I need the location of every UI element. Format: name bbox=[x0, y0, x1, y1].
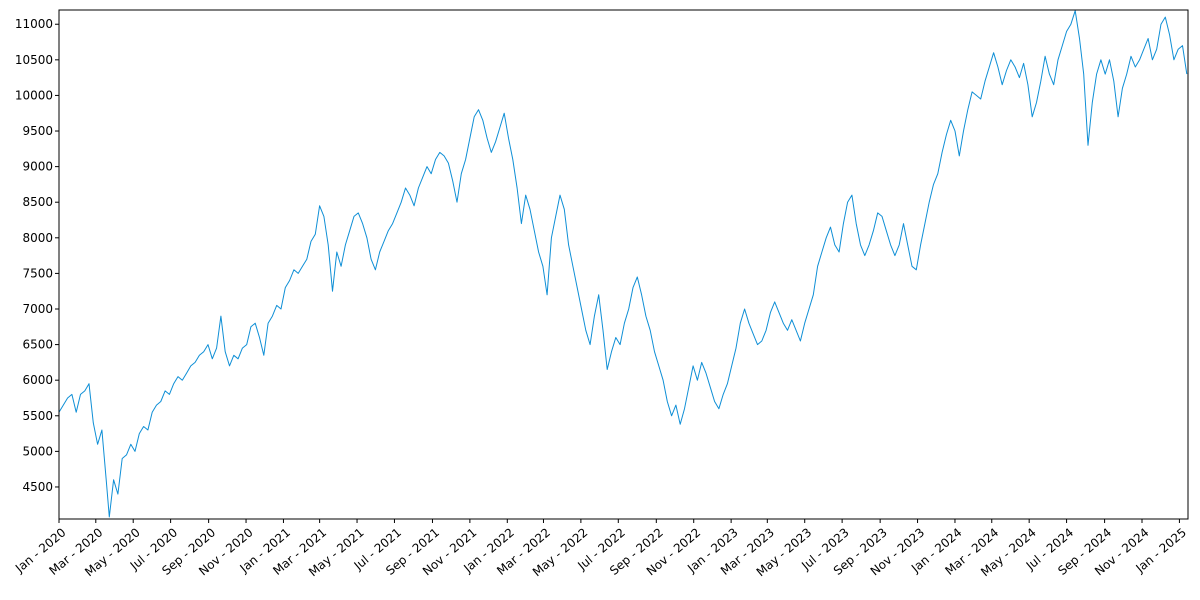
y-tick-label: 5500 bbox=[22, 409, 53, 423]
y-tick-label: 10500 bbox=[15, 53, 53, 67]
y-tick-label: 7500 bbox=[22, 266, 53, 280]
y-tick-label: 7000 bbox=[22, 302, 53, 316]
plot-area bbox=[58, 10, 1188, 518]
plot-frame bbox=[58, 9, 1189, 520]
y-tick-label: 6000 bbox=[22, 373, 53, 387]
y-tick-label: 8500 bbox=[22, 195, 53, 209]
y-tick-label: 8000 bbox=[22, 231, 53, 245]
y-axis: 4500 5000 5500 6000 6500 7000 7500 8000 8500 9000… bbox=[15, 17, 59, 494]
series-line bbox=[58, 10, 1188, 518]
y-tick-label: 9500 bbox=[22, 124, 53, 138]
y-tick-label: 6500 bbox=[22, 338, 53, 352]
y-tick-label: 11000 bbox=[15, 17, 53, 31]
y-tick-label: 5000 bbox=[22, 444, 53, 458]
y-tick-label: 4500 bbox=[22, 480, 53, 494]
y-tick-label: 9000 bbox=[22, 160, 53, 174]
y-tick-label: 10000 bbox=[15, 88, 53, 102]
